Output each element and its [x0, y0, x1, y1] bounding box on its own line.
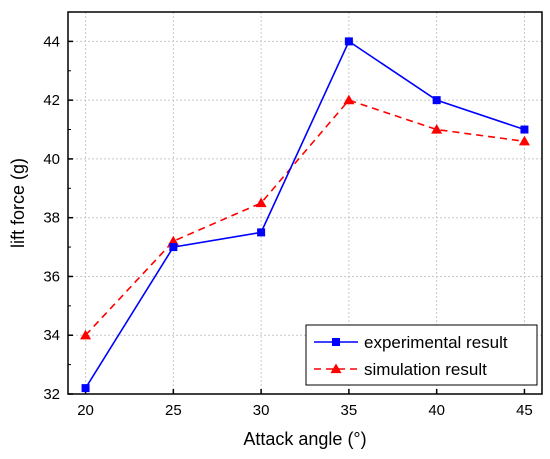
legend-marker-simulation	[330, 363, 342, 374]
y-axis-title: lift force (g)	[8, 158, 28, 248]
legend: experimental result simulation result	[305, 324, 538, 386]
legend-item-simulation: simulation result	[314, 360, 487, 379]
y-tick-label: 44	[43, 33, 60, 50]
x-tick-label: 40	[428, 402, 445, 419]
series-line	[84, 40, 525, 389]
y-tick-label: 32	[43, 386, 60, 403]
y-tick-label: 38	[43, 210, 60, 227]
x-tick-label: 30	[253, 402, 270, 419]
x-axis-title: Attack angle (°)	[243, 429, 366, 449]
x-tick-label: 35	[341, 402, 358, 419]
y-tick-label: 42	[43, 92, 60, 109]
data-point	[167, 235, 179, 246]
data-point	[80, 329, 92, 340]
y-tick-label: 40	[43, 151, 60, 168]
plot-frame	[67, 11, 543, 395]
legend-marker-shape	[330, 363, 342, 374]
x-tick-label: 45	[516, 402, 533, 419]
y-tick-label: 36	[43, 268, 60, 285]
data-point	[257, 228, 266, 237]
legend-marker-shape	[332, 338, 340, 346]
series-line	[84, 99, 525, 336]
x-tick-label: 20	[77, 402, 94, 419]
data-point	[343, 94, 355, 105]
axis-ticks: 20 25 30 35 40 45 32 34 36 38 40 42 44	[43, 33, 532, 419]
data-point	[81, 384, 90, 393]
x-tick-label: 25	[165, 402, 182, 419]
data-point	[520, 125, 529, 134]
data-point	[169, 243, 178, 252]
series-simulation	[80, 94, 530, 340]
legend-box	[305, 324, 538, 386]
legend-item-experimental: experimental result	[314, 333, 508, 352]
series-experimental	[81, 37, 529, 393]
legend-label-experimental: experimental result	[364, 333, 508, 352]
data-point	[432, 96, 441, 105]
data-point	[431, 124, 443, 134]
data-point	[255, 197, 267, 208]
y-tick-label: 34	[43, 327, 60, 344]
legend-label-simulation: simulation result	[364, 360, 487, 379]
data-point	[518, 135, 530, 146]
data-point	[344, 37, 353, 46]
legend-marker-experimental	[332, 338, 340, 346]
series-group	[80, 37, 530, 393]
